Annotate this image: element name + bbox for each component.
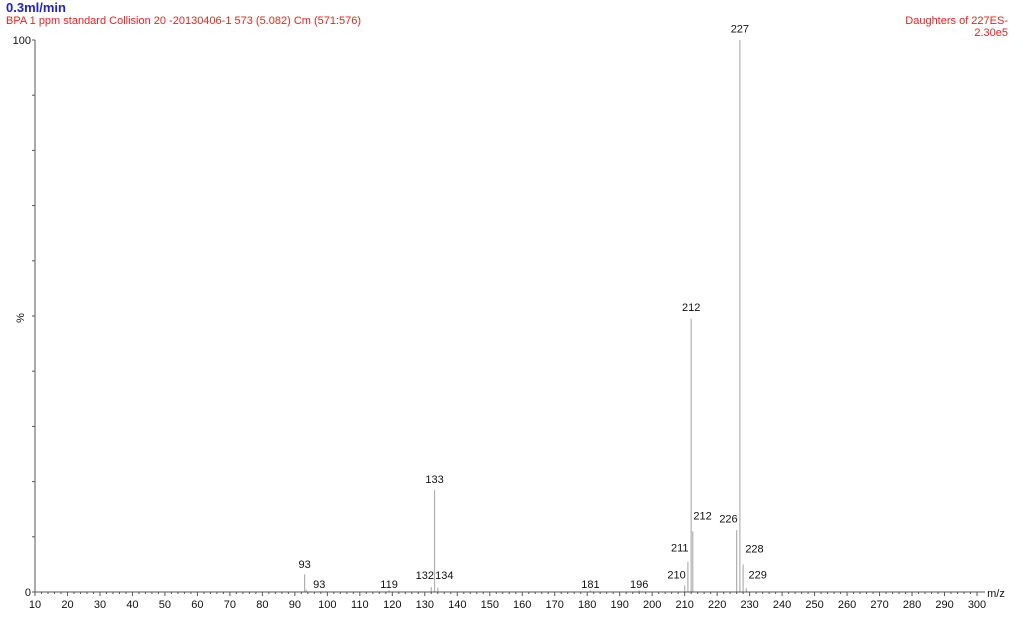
axis-layer: % m/z (15, 40, 1005, 600)
x-tick-label: 70 (224, 599, 236, 611)
x-tick-label: 10 (29, 599, 41, 611)
x-tick-label: 100 (318, 599, 336, 611)
scan-description: Daughters of 227ES- (905, 15, 1008, 27)
peak-label: 210 (667, 569, 685, 581)
x-axis-label: m/z (987, 588, 1005, 600)
peak-label: 119 (380, 579, 398, 591)
x-tick-label: 110 (351, 599, 369, 611)
x-tick-label: 230 (740, 599, 758, 611)
peak-label: 134 (435, 570, 453, 582)
y-axis-label: % (15, 313, 27, 323)
x-tick-label: 180 (578, 599, 596, 611)
peak-label: 93 (313, 579, 325, 591)
peak-label: 132 (416, 570, 434, 582)
x-tick-label: 210 (675, 599, 693, 611)
spectrum-title: 0.3ml/min (6, 0, 66, 15)
x-tick-label: 270 (870, 599, 888, 611)
peak-label: 227 (731, 23, 749, 35)
peak-label: 229 (749, 569, 767, 581)
x-tick-label: 50 (159, 599, 171, 611)
peaks-layer (304, 40, 747, 592)
x-tick-label: 150 (481, 599, 499, 611)
peak-label: 196 (630, 579, 648, 591)
x-tick-label: 290 (935, 599, 953, 611)
spectrum-subtitle: BPA 1 ppm standard Collision 20 -2013040… (6, 15, 362, 27)
x-tick-label: 280 (903, 599, 921, 611)
y-tick-label: 0 (25, 587, 31, 599)
peak-label: 133 (425, 474, 443, 486)
x-tick-label: 120 (383, 599, 401, 611)
peak-label: 226 (719, 514, 737, 526)
x-tick-label: 130 (416, 599, 434, 611)
x-tick-label: 60 (191, 599, 203, 611)
scan-intensity-scale: 2.30e5 (974, 27, 1008, 39)
x-tick-label: 170 (546, 599, 564, 611)
x-tick-label: 220 (708, 599, 726, 611)
ticks-layer: 10 20 30 40 50 60 70 80 90 100 110 120 130 140 150 160 1… (13, 35, 987, 611)
x-tick-label: 20 (61, 599, 73, 611)
x-tick-label: 190 (611, 599, 629, 611)
x-tick-label: 160 (513, 599, 531, 611)
peak-label: 212 (693, 510, 711, 522)
x-tick-label: 40 (126, 599, 138, 611)
peak-label: 212 (682, 302, 700, 314)
peak-label: 93 (298, 559, 310, 571)
x-tick-label: 250 (805, 599, 823, 611)
x-tick-label: 30 (94, 599, 106, 611)
x-tick-label: 80 (256, 599, 268, 611)
x-tick-label: 240 (773, 599, 791, 611)
x-tick-label: 90 (289, 599, 301, 611)
peak-label: 228 (745, 543, 763, 555)
x-tick-label: 140 (448, 599, 466, 611)
x-tick-label: 260 (838, 599, 856, 611)
y-tick-label: 100 (13, 35, 31, 47)
peak-label: 211 (671, 542, 689, 554)
x-tick-label: 200 (643, 599, 661, 611)
x-tick-label: 300 (968, 599, 986, 611)
peak-label: 181 (581, 579, 599, 591)
